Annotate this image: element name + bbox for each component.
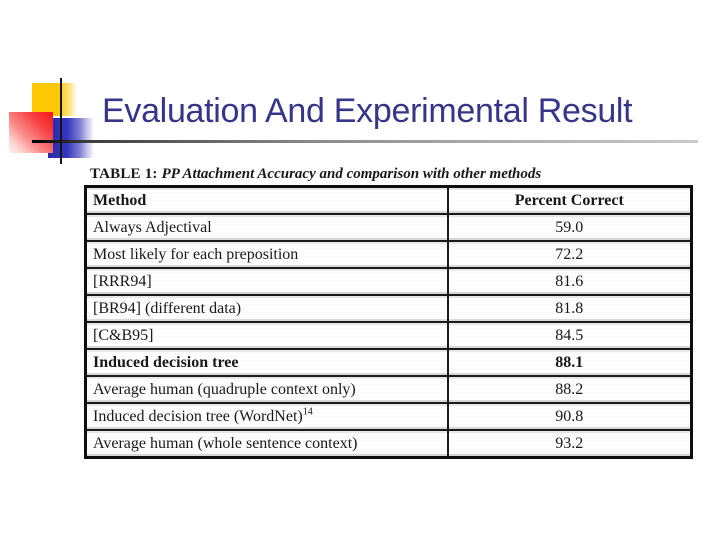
table-caption: TABLE 1: PP Attachment Accuracy and compa… [90, 166, 690, 183]
table-header-percent-correct: Percent Correct [446, 185, 693, 215]
method-cell: Always Adjectival [84, 213, 449, 242]
table-header-row: Method Percent Correct [84, 185, 693, 215]
table-caption-text: PP Attachment Accuracy and comparison wi… [161, 166, 542, 182]
value-cell: 81.6 [446, 267, 693, 296]
title-underline-rule [32, 140, 698, 143]
method-cell: [RRR94] [84, 267, 449, 296]
table-row: [C&B95] 84.5 [84, 321, 693, 350]
table-row: Induced decision tree (WordNet)14 90.8 [84, 402, 693, 431]
method-cell: Average human (quadruple context only) [84, 375, 449, 404]
value-cell: 72.2 [446, 240, 693, 269]
decoration-red-square [9, 112, 53, 153]
results-table-body: Always Adjectival 59.0 Most likely for e… [84, 213, 693, 459]
value-cell: 81.8 [446, 294, 693, 323]
value-cell: 90.8 [446, 402, 693, 431]
method-cell: [BR94] (different data) [84, 294, 449, 323]
table-row: Induced decision tree 88.1 [84, 348, 693, 377]
method-cell: Induced decision tree (WordNet)14 [84, 402, 449, 431]
table-header-method: Method [84, 185, 449, 215]
table-caption-label: TABLE 1: [90, 166, 158, 182]
method-cell: Most likely for each preposition [84, 240, 449, 269]
table-row: [BR94] (different data) 81.8 [84, 294, 693, 323]
decoration-blue-square [48, 118, 93, 158]
value-cell: 93.2 [446, 429, 693, 459]
value-cell: 88.1 [446, 348, 693, 377]
slide-title: Evaluation And Experimental Result [102, 92, 633, 130]
footnote-reference: 14 [302, 406, 313, 418]
table-row: [RRR94] 81.6 [84, 267, 693, 296]
decoration-yellow-square [32, 83, 76, 116]
method-cell: [C&B95] [84, 321, 449, 350]
table-figure: TABLE 1: PP Attachment Accuracy and compa… [84, 166, 693, 459]
value-cell: 88.2 [446, 375, 693, 404]
table-row: Always Adjectival 59.0 [84, 213, 693, 242]
value-cell: 84.5 [446, 321, 693, 350]
method-cell: Average human (whole sentence context) [84, 429, 449, 459]
table-row: Average human (whole sentence context) 9… [84, 429, 693, 459]
table-row: Average human (quadruple context only) 8… [84, 375, 693, 404]
table-row: Most likely for each preposition 72.2 [84, 240, 693, 269]
value-cell: 59.0 [446, 213, 693, 242]
results-table: Method Percent Correct Always Adjectival… [84, 185, 693, 459]
method-cell: Induced decision tree [84, 348, 449, 377]
decoration-vertical-line [60, 78, 62, 164]
